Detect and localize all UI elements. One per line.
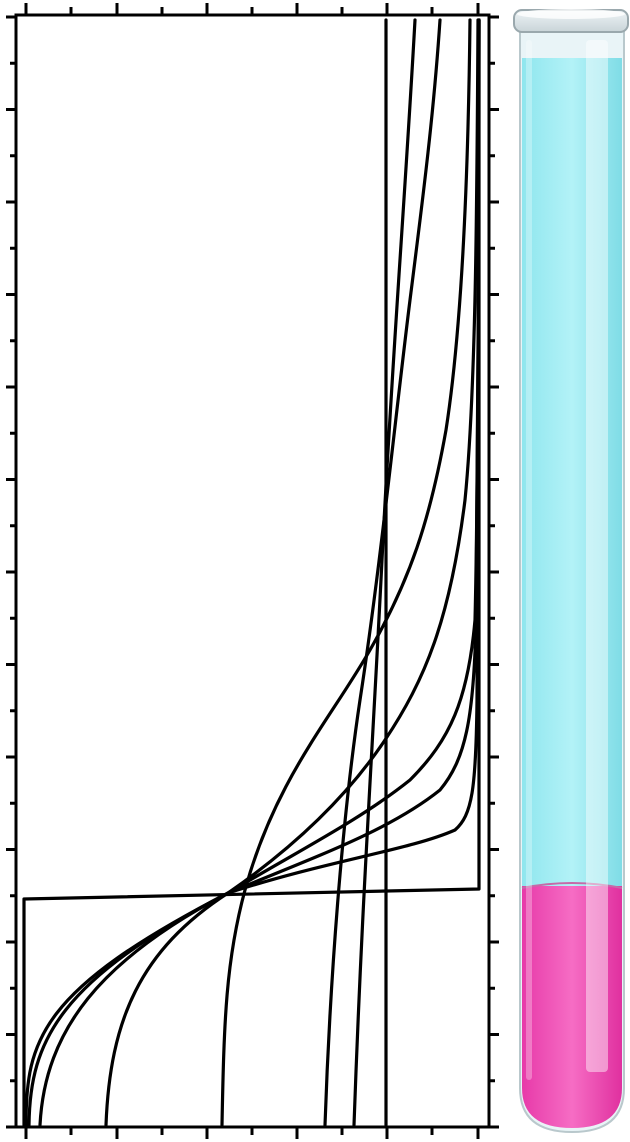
profile-curve-4 (220, 18, 472, 1127)
profile-curve-0 (22, 18, 481, 1127)
plot-area (6, 3, 499, 1139)
tube-upper-liquid (522, 58, 622, 888)
tube-edge-highlight (526, 40, 532, 1080)
profile-curve-6 (38, 18, 481, 1127)
tube-interface (521, 882, 623, 889)
tube-highlight (586, 40, 608, 1072)
profile-curve-8 (24, 18, 481, 1127)
axis-ticks (6, 3, 499, 1139)
plot-frame (14, 13, 491, 1129)
tube-rim-shine (517, 9, 625, 19)
tube-lower-liquid (522, 886, 622, 1128)
profile-curve-3 (323, 18, 442, 1127)
profile-curve-5 (104, 18, 480, 1127)
profile-curves (22, 18, 481, 1127)
test-tube (513, 9, 629, 1134)
profile-curve-2 (352, 18, 417, 1127)
profile-curve-7 (27, 18, 481, 1127)
